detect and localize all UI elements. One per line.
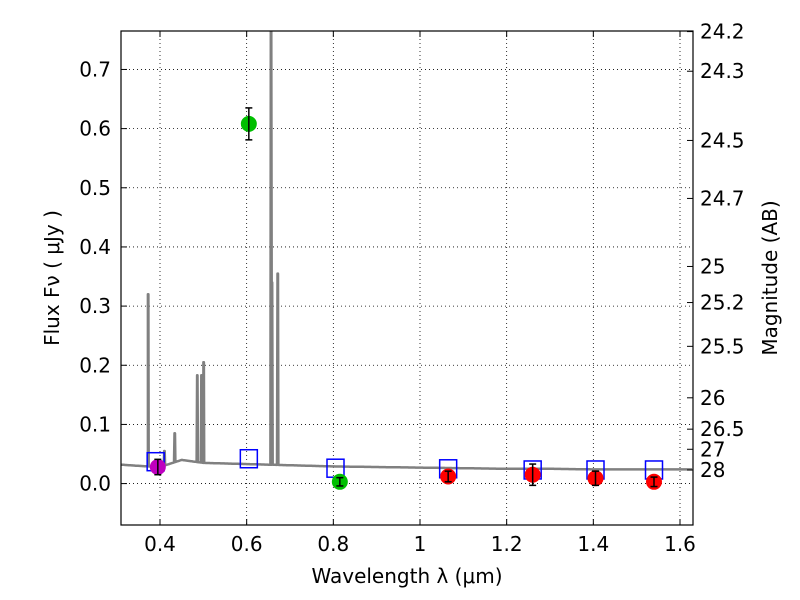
y-tick-label: 0.4: [79, 235, 111, 259]
right-tick-label: 24.7: [700, 186, 745, 210]
x-axis-ticks: 0.4 0.6 0.8 1 1.2 1.4 1.6: [144, 31, 696, 556]
x-tick-label: 0.6: [231, 532, 263, 556]
right-tick-label: 25.5: [700, 334, 745, 358]
right-tick-label: 25.2: [700, 291, 745, 315]
x-tick-label: 1.4: [577, 532, 609, 556]
observed-photometry-points: [149, 107, 662, 490]
y-tick-label: 0.5: [79, 176, 111, 200]
y-tick-label: 0.0: [79, 472, 111, 496]
model-photometry-square: [239, 448, 259, 469]
x-tick-label: 0.8: [317, 532, 349, 556]
plot-area: [121, 31, 693, 490]
model-spectrum-line: [121, 31, 693, 471]
right-tick-label: 28: [700, 458, 725, 482]
y-axis-ticks: 0.0 0.1 0.2 0.3 0.4 0.5 0.6 0.7: [79, 57, 127, 496]
right-tick-label: 26: [700, 386, 725, 410]
right-tick-label: 25: [700, 254, 725, 278]
y-tick-label: 0.7: [79, 57, 111, 81]
y-tick-label: 0.6: [79, 117, 111, 141]
x-axis-label: Wavelength λ (μm): [311, 564, 502, 588]
y-tick-label: 0.2: [79, 353, 111, 377]
right-tick-label: 24.5: [700, 128, 745, 152]
y-tick-label: 0.1: [79, 412, 111, 436]
axes-frame: [120, 30, 694, 526]
x-tick-label: 1: [414, 532, 427, 556]
right-tick-label: 24.3: [700, 59, 745, 83]
x-tick-label: 0.4: [144, 532, 176, 556]
y-tick-label: 0.3: [79, 294, 111, 318]
right-axis-label: Magnitude (AB): [758, 200, 782, 355]
x-tick-label: 1.6: [664, 532, 696, 556]
x-tick-label: 1.2: [491, 532, 523, 556]
right-tick-label: 26.5: [700, 417, 745, 441]
right-tick-label: 27: [700, 437, 725, 461]
right-tick-label: 24.2: [700, 20, 745, 44]
y-axis-label: Flux Fν ( μJy ): [40, 210, 64, 346]
